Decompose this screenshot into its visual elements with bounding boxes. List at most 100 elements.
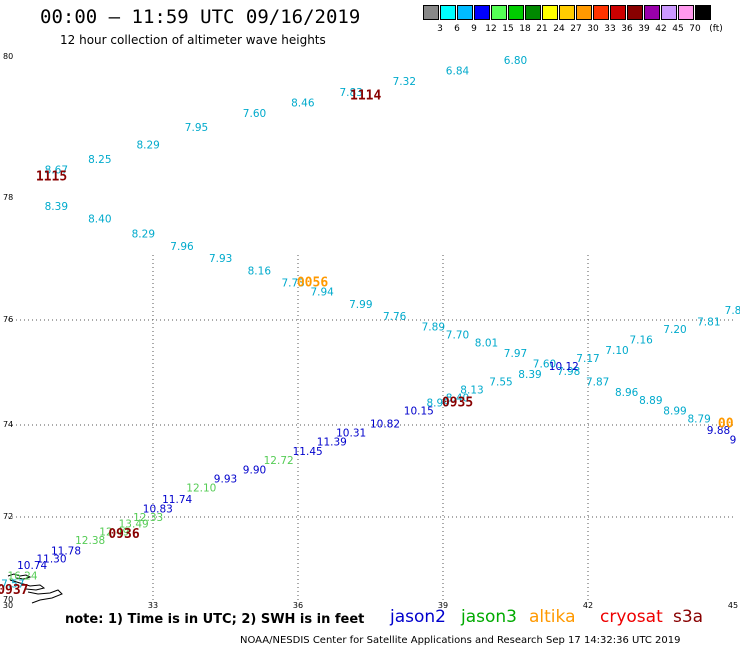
wave-height-label: 7.8	[725, 305, 740, 317]
coastline-path	[7, 573, 63, 604]
wave-height-label: 7.60	[533, 358, 556, 370]
legend-label: 45	[672, 24, 684, 34]
wave-height-label: 8.29	[136, 140, 159, 152]
legend-label: 39	[638, 24, 650, 34]
wave-height-label: 7.96	[170, 241, 194, 253]
lat-tick-label: 78	[3, 193, 13, 202]
legend-swatch	[491, 5, 507, 20]
legend-label: 42	[655, 24, 667, 34]
wave-height-label: 7.16	[629, 335, 653, 347]
legend-label: 24	[553, 24, 565, 34]
legend-label: 12	[485, 24, 497, 34]
lat-tick-label: 74	[3, 420, 13, 429]
lon-tick-label: 42	[583, 601, 593, 610]
wave-height-label: 8.39	[45, 201, 68, 213]
lon-tick-label: 30	[3, 601, 13, 610]
legend-swatch	[610, 5, 626, 20]
wave-height-label: 10.15	[404, 406, 434, 418]
legend-label: 70	[689, 24, 701, 34]
wave-height-label: 9	[730, 434, 737, 446]
map-grid	[8, 255, 733, 600]
wave-height-label: 8.79	[687, 413, 710, 425]
wave-height-label: 8.39	[518, 369, 541, 381]
wave-height-label: 10.82	[370, 418, 400, 430]
lon-tick-label: 39	[438, 601, 448, 610]
legend-swatch	[627, 5, 643, 20]
legend-unit: (ft)	[709, 24, 723, 34]
wave-height-label: 12.38	[75, 535, 105, 547]
wave-height-label: 11.39	[317, 437, 347, 449]
wave-height-label: 8.25	[88, 154, 111, 166]
pass-time-label: 1114	[350, 88, 381, 103]
wave-height-label: 8.67	[45, 164, 68, 176]
satellite-name-jason2: jason2	[390, 607, 446, 627]
pass-time-label: 0937	[0, 583, 28, 598]
wave-height-label: 8.89	[639, 395, 662, 407]
wave-height-label: 7.32	[393, 76, 416, 88]
legend-label: 3	[437, 24, 443, 34]
legend-swatch	[525, 5, 541, 20]
wave-height-label: 13.49	[119, 518, 149, 530]
pass-time-label: 0935	[442, 396, 473, 411]
legend-swatch	[576, 5, 592, 20]
wave-height-label: 7.87	[586, 377, 609, 389]
coastline	[7, 573, 63, 604]
wave-height-label: 7.89	[422, 322, 445, 334]
lon-tick-label: 33	[148, 601, 158, 610]
wave-height-label: 7.99	[349, 299, 372, 311]
wave-height-label: 11.78	[51, 545, 81, 557]
legend-label: 21	[536, 24, 548, 34]
wave-height-label: 7.70	[446, 329, 469, 341]
wave-height-label: 6.80	[504, 55, 527, 67]
satellite-name-s3a: s3a	[673, 607, 704, 627]
wave-height-label: 12.10	[186, 483, 216, 495]
wave-height-label: 7.97	[504, 348, 527, 360]
legend-label: 18	[519, 24, 531, 34]
wave-height-label: 8.40	[88, 213, 111, 225]
wave-height-label: 8.40	[446, 392, 469, 404]
legend-swatch	[559, 5, 575, 20]
wave-height-label: 11.45	[293, 446, 323, 458]
legend-label: 33	[604, 24, 616, 34]
legend-swatch	[457, 5, 473, 20]
wave-height-label: 7.81	[697, 316, 720, 328]
wave-height-labels: 6.80 6.84 7.32 7.83 8.46 7.60 7.95 8.29 8.25 8.67…	[0, 55, 740, 598]
lat-tick-label: 76	[3, 315, 13, 324]
wave-height-label: 9.90	[243, 464, 266, 476]
wave-height-label: 8.16	[248, 265, 272, 277]
wave-height-label: 8.46	[291, 97, 315, 109]
wave-height-label: 7.20	[663, 324, 686, 336]
wave-height-label: 7.10	[605, 345, 628, 357]
legend-swatch	[695, 5, 711, 20]
legend-label: 27	[570, 24, 582, 34]
wave-height-label: 7.17	[576, 353, 599, 365]
pass-time-label: 0936	[108, 527, 139, 542]
wave-height-label: 9.88	[707, 425, 730, 437]
wave-height-label: 7.55	[489, 377, 512, 389]
lat-tick-label: 72	[3, 512, 13, 521]
wave-height-label: 7.73	[281, 277, 304, 289]
wave-height-label: 11.74	[162, 494, 192, 506]
footer-credit: NOAA/NESDIS Center for Satellite Applica…	[240, 635, 681, 646]
pass-time-label: 0056	[297, 275, 328, 290]
lat-tick-label: 80	[3, 52, 13, 61]
legend-swatch	[474, 5, 490, 20]
wave-height-label: 7.60	[243, 108, 266, 120]
wave-height-label: 10.31	[336, 428, 366, 440]
lon-tick-label: 45	[728, 601, 738, 610]
wave-height-label: 7.94	[310, 287, 334, 299]
wave-height-label: 7.93	[209, 253, 232, 265]
wave-height-label: 12.72	[264, 455, 294, 467]
satellite-name-jason3: jason3	[461, 607, 517, 627]
legend-swatch	[542, 5, 558, 20]
wave-height-label: 7.76	[383, 311, 407, 323]
wave-height-label: 8.99	[426, 398, 449, 410]
wave-height-label: 10.83	[143, 503, 173, 515]
legend-swatch	[440, 5, 456, 20]
wave-height-label: 16.24	[7, 570, 37, 582]
wave-height-label: 7.83	[339, 87, 362, 99]
satellite-name-altika: altika	[529, 607, 576, 627]
legend-label: 6	[454, 24, 460, 34]
legend-swatch	[644, 5, 660, 20]
